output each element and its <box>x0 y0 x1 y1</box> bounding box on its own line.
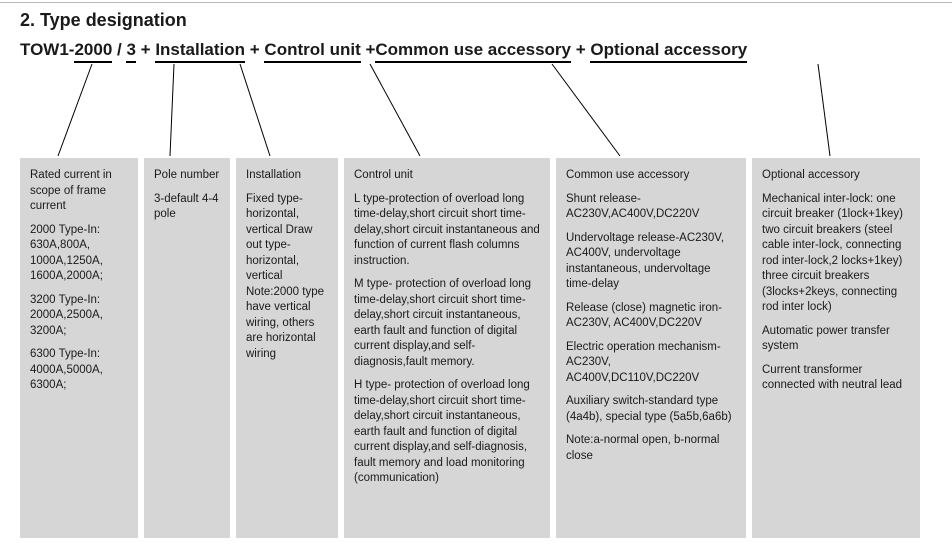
column-title: Installation <box>246 168 328 184</box>
column-body: Release (close) magnetic iron-AC230V, AC… <box>566 301 736 332</box>
column-title: Rated current in scope of frame current <box>30 168 128 215</box>
sep: / <box>112 40 126 59</box>
column-body: Undervoltage release-AC230V, AC400V, und… <box>566 231 736 293</box>
column-body: 3200 Type-In: 2000A,2500A, 3200A; <box>30 293 128 340</box>
column-body: Mechanical inter-lock: one circuit break… <box>762 192 910 316</box>
prefix: TOW1- <box>20 40 74 59</box>
column-installation: Installation Fixed type-horizontal, vert… <box>236 158 338 538</box>
column-body: Note:a-normal open, b-normal close <box>566 433 736 464</box>
column-body: Fixed type-horizontal, vertical Draw out… <box>246 192 328 363</box>
divider-line <box>0 2 952 3</box>
connector-lines <box>0 60 952 170</box>
column-title: Control unit <box>354 168 540 184</box>
sep: + <box>245 40 264 59</box>
column-body: 6300 Type-In: 4000A,5000A, 6300A; <box>30 347 128 394</box>
column-body: Electric operation mechanism-AC230V, AC4… <box>566 340 736 387</box>
column-body: 2000 Type-In: 630A,800A, 1000A,1250A, 16… <box>30 223 128 285</box>
column-body: Current transformer connected with neutr… <box>762 363 910 394</box>
column-title: Optional accessory <box>762 168 910 184</box>
column-body: 3-default 4-4 pole <box>154 192 220 223</box>
column-body: Automatic power transfer system <box>762 324 910 355</box>
column-title: Common use accessory <box>566 168 736 184</box>
section-heading: 2. Type designation <box>20 10 187 31</box>
column-body: M type- protection of overload long time… <box>354 277 540 370</box>
column-body: L type-protection of overload long time-… <box>354 192 540 270</box>
column-common-accessory: Common use accessory Shunt release-AC230… <box>556 158 746 538</box>
column-control-unit: Control unit L type-protection of overlo… <box>344 158 550 538</box>
column-optional-accessory: Optional accessory Mechanical inter-lock… <box>752 158 920 538</box>
sep: + <box>571 40 590 59</box>
column-rated-current: Rated current in scope of frame current … <box>20 158 138 538</box>
sep: + <box>136 40 155 59</box>
sep: + <box>361 40 376 59</box>
column-title: Pole number <box>154 168 220 184</box>
definition-columns: Rated current in scope of frame current … <box>20 158 920 538</box>
column-pole-number: Pole number 3-default 4-4 pole <box>144 158 230 538</box>
column-body: Auxiliary switch-standard type (4a4b), s… <box>566 394 736 425</box>
column-body: H type- protection of overload long time… <box>354 378 540 487</box>
column-body: Shunt release-AC230V,AC400V,DC220V <box>566 192 736 223</box>
